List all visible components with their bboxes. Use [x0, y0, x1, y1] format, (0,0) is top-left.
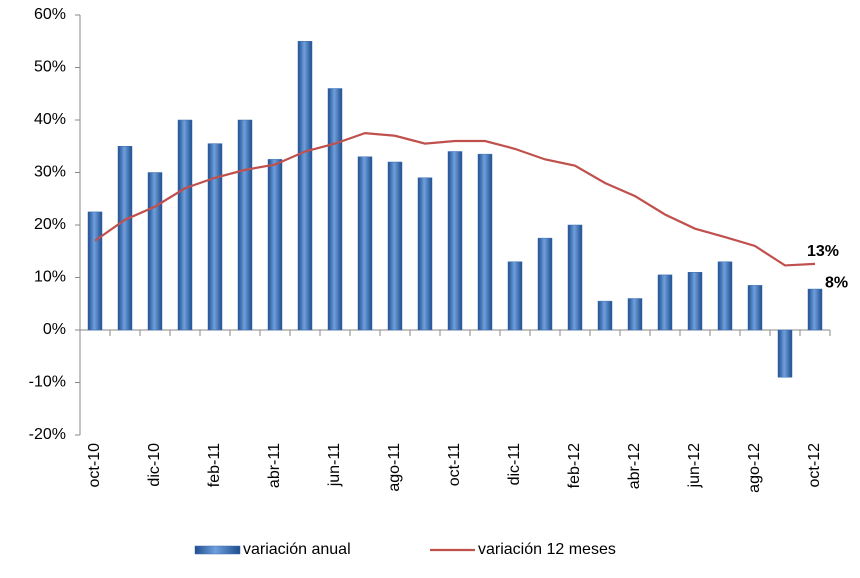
- bar: [627, 298, 643, 331]
- bar: [237, 119, 253, 331]
- y-tick-label: 10%: [34, 269, 66, 286]
- legend-label: variación 12 meses: [478, 541, 616, 558]
- bar: [267, 159, 283, 331]
- y-tick-label: 40%: [34, 111, 66, 128]
- legend-label: variación anual: [243, 541, 351, 558]
- bar: [297, 41, 313, 331]
- bar: [597, 300, 613, 331]
- x-tick-label: jun-11: [326, 443, 343, 487]
- bar: [387, 161, 403, 331]
- data-label: 13%: [807, 243, 839, 260]
- y-tick-label: -20%: [29, 426, 66, 443]
- bar: [507, 261, 523, 331]
- bar: [207, 143, 223, 331]
- bar: [357, 156, 373, 331]
- x-tick-label: oct-10: [86, 443, 103, 488]
- bar: [177, 119, 193, 331]
- bar: [717, 261, 733, 331]
- x-tick-label: feb-12: [566, 443, 583, 488]
- bar: [117, 146, 133, 331]
- x-tick-label: feb-11: [206, 443, 223, 487]
- data-label: 8%: [825, 274, 848, 291]
- x-tick-label: dic-11: [506, 443, 523, 485]
- line: [94, 132, 816, 267]
- bar: [777, 329, 793, 378]
- x-tick-label: dic-10: [146, 443, 163, 487]
- bar: [537, 237, 553, 331]
- bar: [417, 177, 433, 331]
- bar: [147, 172, 163, 331]
- bar: [747, 285, 763, 331]
- y-tick-label: 0%: [43, 321, 66, 338]
- x-tick-label: jun-12: [686, 443, 703, 489]
- x-tick-label: oct-11: [446, 443, 463, 486]
- x-tick-label: abr-12: [626, 443, 643, 489]
- y-tick-label: 30%: [34, 164, 66, 181]
- bar: [567, 224, 583, 331]
- bar: [87, 211, 103, 331]
- x-tick-label: ago-12: [746, 443, 763, 493]
- y-tick-label: 50%: [34, 59, 66, 76]
- bar: [477, 153, 493, 331]
- x-tick-label: oct-12: [806, 443, 823, 488]
- bar: [447, 151, 463, 331]
- bar: [807, 288, 823, 331]
- x-tick-label: ago-11: [386, 443, 403, 492]
- bar: [327, 88, 343, 331]
- bar: [687, 272, 703, 331]
- y-tick-label: -10%: [29, 374, 66, 391]
- y-tick-label: 60%: [34, 6, 66, 23]
- bar: [657, 274, 673, 331]
- x-tick-label: abr-11: [266, 443, 283, 488]
- legend-swatch: [194, 545, 241, 555]
- y-tick-label: 20%: [34, 216, 66, 233]
